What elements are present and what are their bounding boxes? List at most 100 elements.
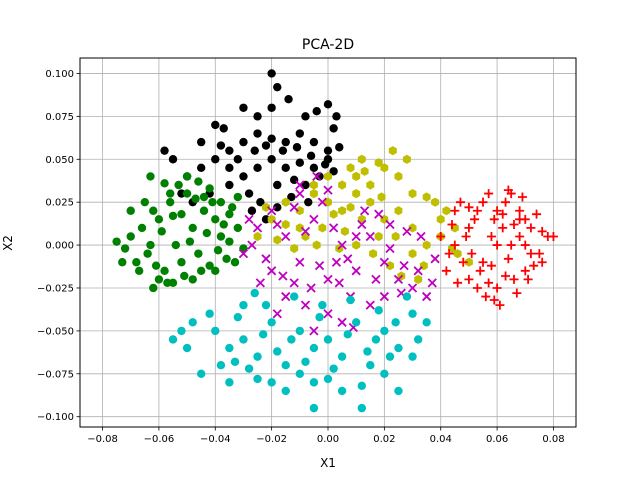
data-point <box>213 246 223 255</box>
data-point <box>317 197 328 207</box>
data-point <box>239 172 248 181</box>
data-point <box>442 206 451 216</box>
data-point <box>233 223 243 233</box>
data-point <box>475 266 485 276</box>
data-point <box>464 202 474 212</box>
data-point <box>374 231 383 242</box>
data-point <box>295 206 304 216</box>
data-point <box>351 318 361 327</box>
data-point <box>421 291 432 302</box>
data-point <box>281 386 290 396</box>
x-tick-label: 0.04 <box>430 434 452 445</box>
y-tick-label: 0.100 <box>45 69 74 80</box>
data-point <box>329 364 338 373</box>
data-point <box>374 158 383 168</box>
data-point <box>253 163 262 173</box>
data-point <box>486 231 496 241</box>
data-point <box>492 240 502 250</box>
data-point <box>360 166 369 176</box>
data-point <box>343 330 352 339</box>
data-point <box>225 180 234 190</box>
data-point <box>211 155 220 164</box>
data-point <box>363 347 372 356</box>
data-point <box>318 223 327 233</box>
data-point <box>450 240 460 250</box>
data-point <box>281 291 291 302</box>
data-point <box>304 197 313 207</box>
data-point <box>534 249 544 259</box>
data-point <box>526 249 536 259</box>
data-point <box>256 197 265 207</box>
data-point <box>337 317 347 327</box>
data-point <box>137 223 147 233</box>
data-point <box>309 137 319 147</box>
data-point <box>188 223 197 233</box>
data-point <box>295 257 305 267</box>
data-point <box>515 214 525 224</box>
data-point <box>509 219 519 229</box>
data-point <box>239 335 248 344</box>
data-point <box>281 231 291 242</box>
data-point <box>431 197 440 207</box>
data-point <box>165 189 175 198</box>
data-point <box>306 151 316 161</box>
data-point <box>365 300 375 310</box>
data-point <box>503 185 513 195</box>
data-point <box>422 240 431 250</box>
data-point <box>281 197 290 207</box>
data-point <box>300 300 311 310</box>
data-point <box>211 120 220 130</box>
data-point <box>472 206 482 216</box>
data-point <box>515 206 525 216</box>
data-point <box>196 137 206 147</box>
data-point <box>247 206 257 215</box>
data-point <box>225 237 234 246</box>
chart-title: PCA-2D <box>302 37 354 53</box>
data-point <box>506 240 516 250</box>
data-point <box>272 219 282 230</box>
data-point <box>194 177 203 186</box>
data-point <box>369 249 378 259</box>
data-point <box>196 266 206 276</box>
data-point <box>273 180 282 190</box>
data-point <box>481 292 491 302</box>
data-point <box>219 124 228 133</box>
data-point <box>455 197 465 207</box>
data-point <box>266 266 277 276</box>
data-point <box>120 244 130 253</box>
data-point <box>416 231 426 242</box>
data-point <box>292 143 302 152</box>
data-point <box>366 361 375 370</box>
data-point <box>309 163 319 173</box>
data-point <box>188 318 197 327</box>
data-point <box>261 254 271 264</box>
x-axis-label: X1 <box>320 456 336 470</box>
data-point <box>512 288 522 298</box>
data-point <box>478 257 488 267</box>
data-point <box>464 223 474 233</box>
data-point <box>182 189 192 198</box>
data-point <box>422 318 431 327</box>
data-point <box>230 258 240 267</box>
data-point <box>216 141 226 150</box>
series-1 <box>112 172 248 293</box>
data-point <box>205 309 214 318</box>
data-point <box>359 206 370 216</box>
data-point <box>216 232 226 241</box>
data-point <box>357 154 366 164</box>
data-point <box>191 194 200 203</box>
data-point <box>388 146 397 156</box>
y-tick-label: 0.050 <box>45 155 74 166</box>
data-point <box>337 352 347 361</box>
data-point <box>453 249 462 259</box>
data-point <box>149 283 158 293</box>
data-point <box>314 261 325 271</box>
data-point <box>154 275 164 284</box>
data-point <box>295 326 305 336</box>
data-point <box>450 206 460 216</box>
data-point <box>323 335 333 344</box>
data-point <box>233 192 243 202</box>
data-point <box>281 163 290 173</box>
data-point <box>408 352 417 361</box>
